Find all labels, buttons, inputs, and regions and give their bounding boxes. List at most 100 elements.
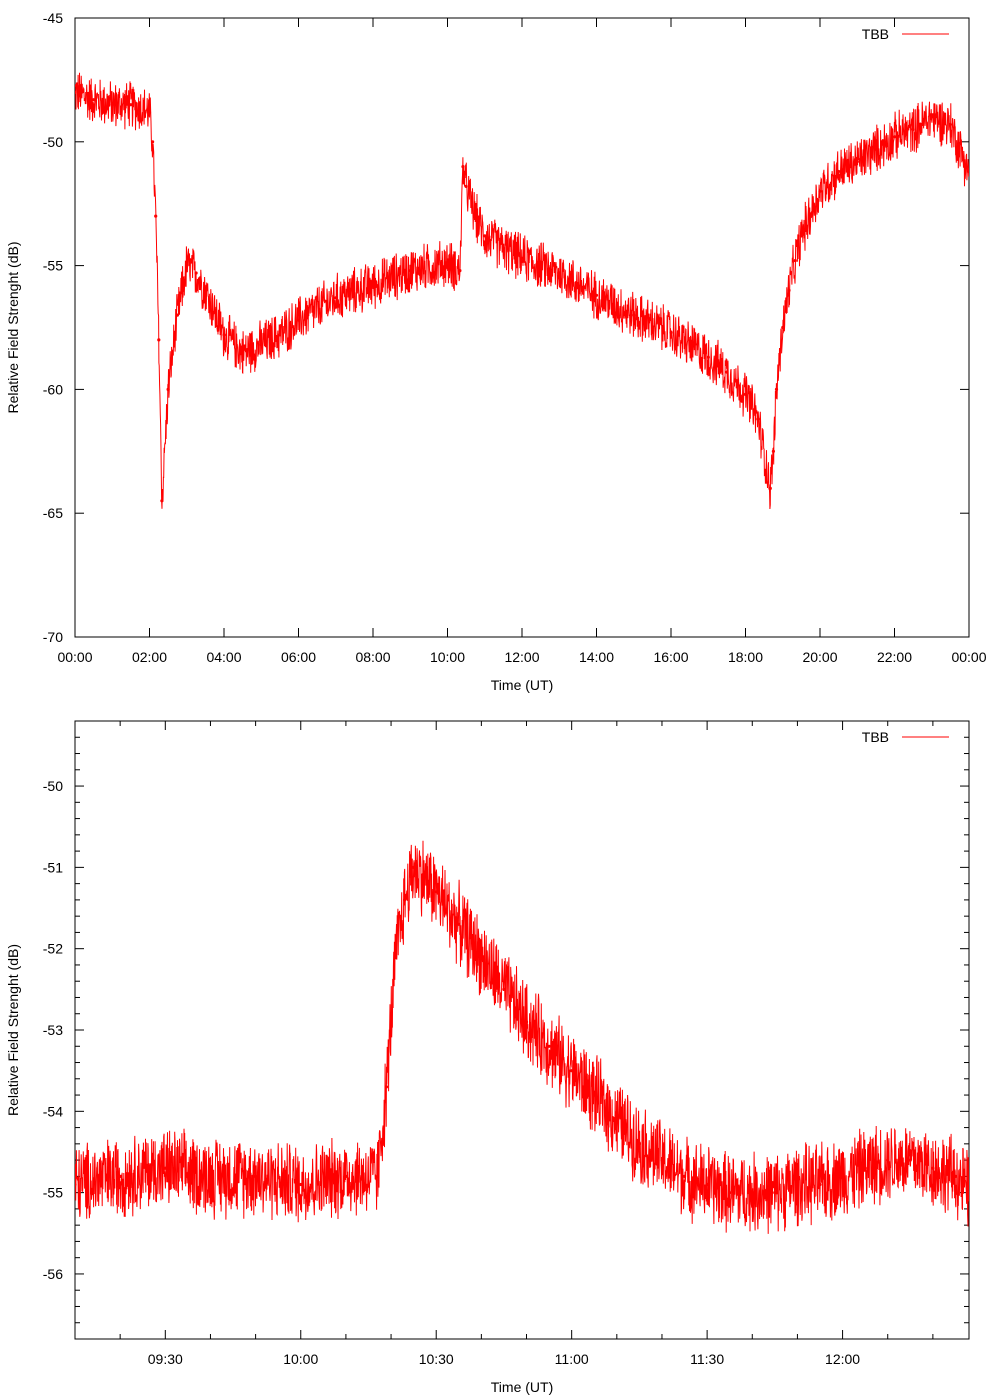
y-tick-label: -50 bbox=[43, 134, 63, 150]
data-point bbox=[296, 318, 301, 322]
chart-2: 09:30 10:00 10:30 11:00 11:30 12:00 -50 -51 -52 -… bbox=[5, 720, 970, 1395]
data-point bbox=[967, 169, 969, 174]
data-point bbox=[457, 922, 461, 926]
x-tick-label: 10:00 bbox=[283, 1351, 318, 1367]
x-tick-label: 04:00 bbox=[206, 649, 241, 665]
data-point bbox=[185, 264, 189, 268]
x-tick-label: 18:00 bbox=[728, 649, 763, 665]
data-point bbox=[412, 865, 416, 870]
data-point bbox=[254, 1174, 258, 1178]
data-point bbox=[334, 296, 338, 300]
data-point bbox=[594, 293, 599, 297]
x-axis-label: Time (UT) bbox=[491, 1379, 553, 1395]
data-point bbox=[194, 271, 198, 275]
data-point bbox=[344, 1174, 348, 1178]
data-point bbox=[632, 313, 636, 317]
data-point bbox=[837, 169, 841, 174]
y-tick-label: -55 bbox=[43, 1185, 63, 1201]
y-tick-label: -56 bbox=[43, 1266, 63, 1282]
data-point bbox=[479, 955, 483, 959]
data-point bbox=[768, 486, 772, 490]
data-point bbox=[728, 1191, 732, 1195]
data-point bbox=[615, 1117, 619, 1121]
data-point bbox=[445, 261, 450, 265]
x-tick-label: 16:00 bbox=[653, 649, 688, 665]
y-tick-label: -65 bbox=[43, 505, 63, 521]
data-point bbox=[818, 1182, 822, 1187]
data-point bbox=[163, 1166, 167, 1170]
data-point bbox=[92, 98, 96, 102]
data-point bbox=[241, 350, 245, 354]
data-point bbox=[434, 890, 438, 894]
data-point bbox=[75, 90, 77, 94]
data-point bbox=[637, 1142, 642, 1146]
data-point bbox=[384, 1085, 389, 1089]
y-axis-label: Relative Field Strenght (dB) bbox=[5, 242, 21, 414]
data-point bbox=[222, 333, 226, 337]
chart-1: 00:00 02:00 04:00 06:00 08:00 10:00 12:00 14:00… bbox=[5, 10, 987, 693]
data-point bbox=[908, 1158, 912, 1162]
data-point bbox=[421, 873, 425, 878]
data-point bbox=[841, 1174, 845, 1178]
data-point bbox=[208, 1174, 213, 1178]
data-point bbox=[299, 1182, 303, 1187]
legend-label: TBB bbox=[862, 729, 889, 745]
y-tick-label: -52 bbox=[43, 941, 63, 957]
data-point bbox=[930, 115, 934, 119]
data-point bbox=[473, 214, 477, 218]
data-point bbox=[725, 370, 729, 374]
plot-frame bbox=[74, 17, 970, 638]
data-point bbox=[773, 1191, 777, 1195]
data-point bbox=[818, 189, 822, 193]
y-axis-label: Relative Field Strenght (dB) bbox=[5, 944, 21, 1116]
data-point bbox=[524, 1020, 529, 1024]
data-point bbox=[781, 325, 785, 330]
data-point bbox=[799, 234, 804, 238]
x-tick-label: 20:00 bbox=[802, 649, 837, 665]
x-tick-label: 14:00 bbox=[579, 649, 614, 665]
data-point bbox=[129, 103, 133, 107]
series-line bbox=[75, 840, 969, 1234]
x-tick-label: 09:30 bbox=[148, 1351, 183, 1367]
data-point bbox=[151, 140, 155, 144]
legend-label: TBB bbox=[862, 26, 889, 42]
x-tick-label: 08:00 bbox=[355, 649, 390, 665]
data-point bbox=[458, 269, 462, 273]
data-point bbox=[175, 313, 179, 317]
x-tick-label: 11:30 bbox=[690, 1351, 724, 1367]
data-point bbox=[394, 955, 398, 959]
data-point bbox=[743, 392, 748, 396]
data-point bbox=[160, 499, 164, 503]
data-point bbox=[157, 338, 161, 342]
data-point bbox=[774, 387, 779, 391]
x-tick-label: 06:00 bbox=[281, 649, 316, 665]
data-point bbox=[706, 355, 710, 359]
data-point bbox=[403, 898, 407, 902]
x-tick-label: 11:00 bbox=[555, 1351, 589, 1367]
data-point bbox=[502, 987, 506, 991]
data-point bbox=[483, 234, 487, 238]
data-point bbox=[756, 417, 760, 421]
data-point bbox=[154, 214, 158, 218]
data-point bbox=[967, 1191, 969, 1195]
x-tick-label: 12:00 bbox=[825, 1351, 860, 1367]
y-tick-label: -54 bbox=[43, 1103, 63, 1119]
data-point bbox=[278, 333, 282, 337]
y-tick-label: -55 bbox=[43, 258, 63, 274]
y-tick-label: -53 bbox=[43, 1022, 63, 1038]
data-point bbox=[855, 160, 859, 164]
data-point bbox=[771, 449, 776, 453]
x-tick-label: 10:30 bbox=[419, 1351, 454, 1367]
data-point bbox=[570, 1069, 574, 1073]
y-tick-label: -45 bbox=[43, 10, 63, 26]
data-point bbox=[953, 1174, 958, 1178]
data-point bbox=[892, 135, 897, 139]
data-point bbox=[110, 103, 114, 107]
data-point bbox=[705, 1182, 709, 1187]
x-tick-label: 12:00 bbox=[504, 649, 539, 665]
y-tick-label: -70 bbox=[43, 629, 63, 645]
data-point bbox=[464, 184, 468, 188]
data-point bbox=[592, 1093, 596, 1097]
x-axis-label: Time (UT) bbox=[491, 677, 553, 693]
